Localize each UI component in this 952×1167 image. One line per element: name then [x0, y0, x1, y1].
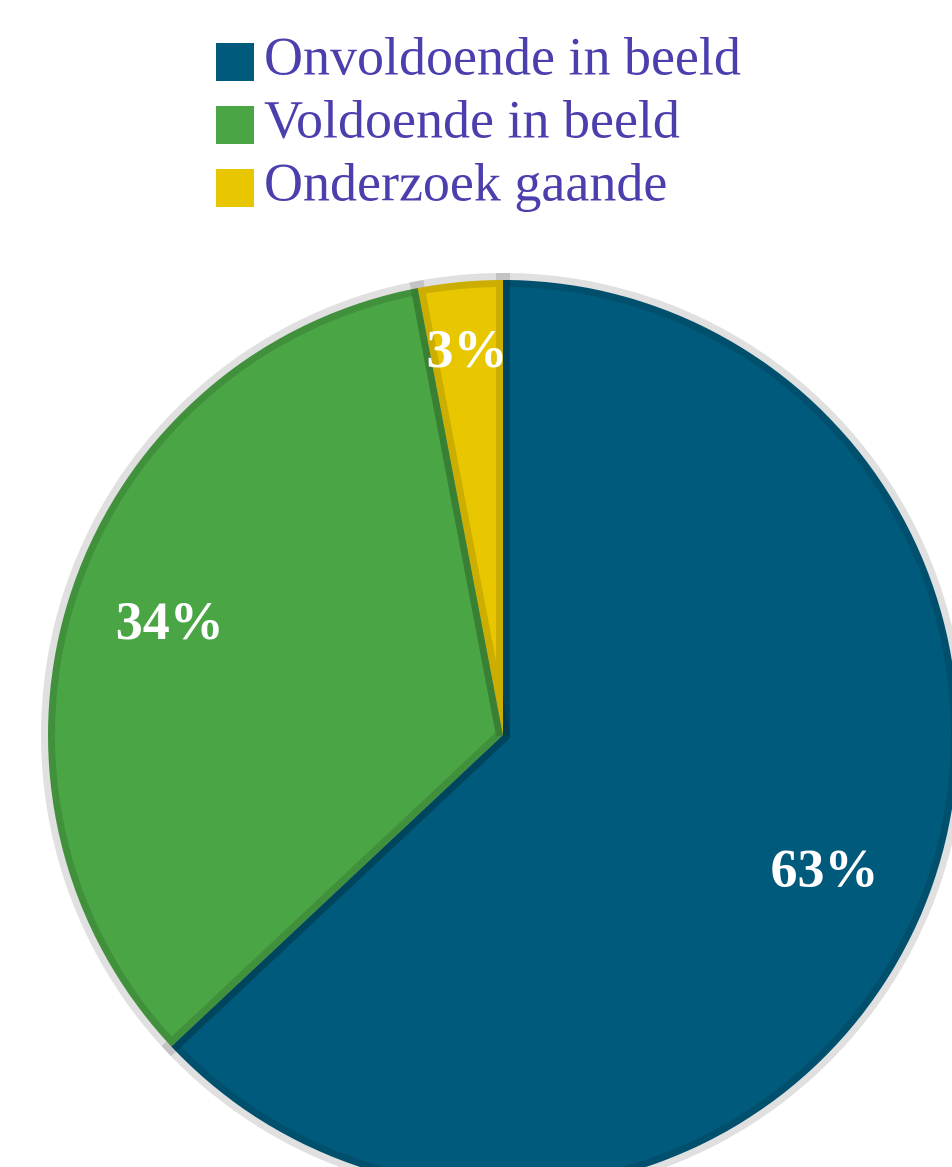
slice-labels: 63% 34% 3%: [116, 319, 879, 899]
slice: [41, 279, 511, 1057]
slice-label: 3%: [427, 319, 508, 379]
slice-label: 63%: [771, 839, 879, 899]
legend-label: Voldoende in beeld: [264, 89, 680, 149]
legend-swatch: [216, 43, 254, 81]
legend-label: Onvoldoende in beeld: [264, 26, 741, 86]
legend-swatch: [216, 106, 254, 144]
slice-label: 34%: [116, 591, 224, 651]
pie: [41, 272, 952, 1167]
legend-swatch: [216, 169, 254, 207]
legend-label: Onderzoek gaande: [264, 152, 667, 212]
slice: [409, 272, 510, 737]
slice: [161, 272, 952, 1167]
